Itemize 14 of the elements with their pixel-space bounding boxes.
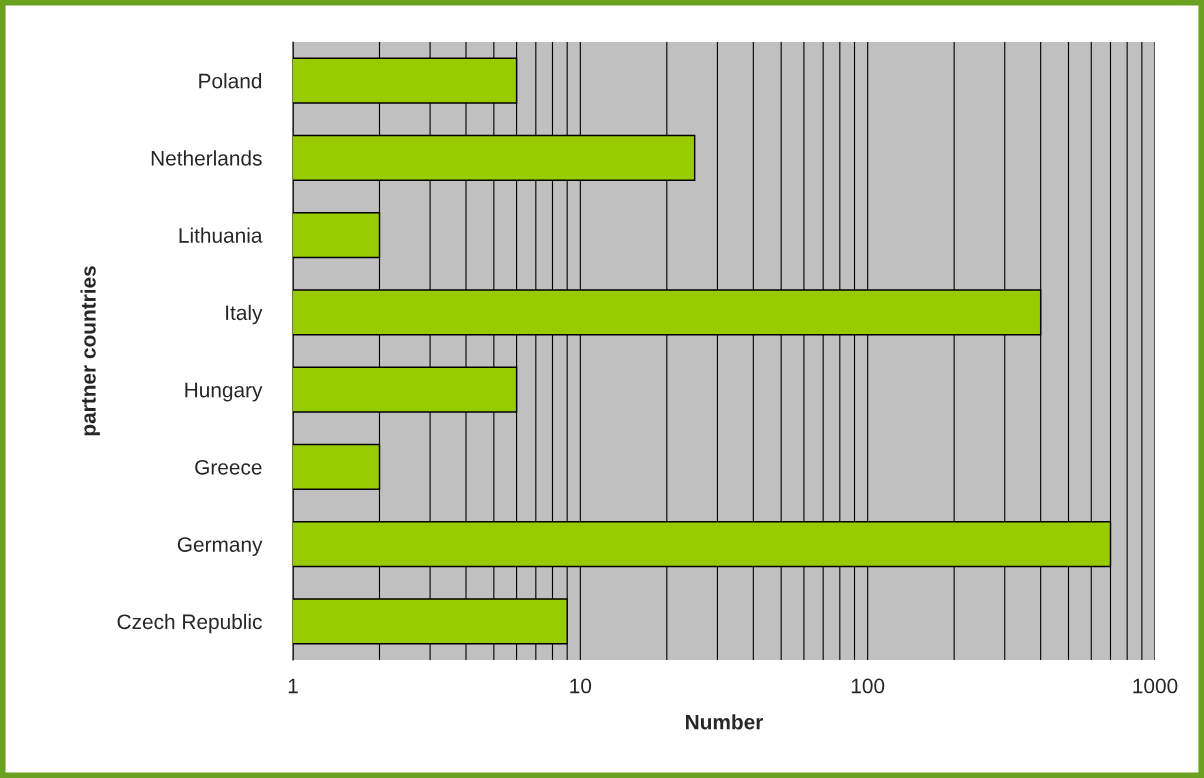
y-tick-label: Italy [226, 304, 263, 325]
y-tick-label: Czech Republic [117, 613, 262, 634]
y-tick-label: Netherlands [151, 150, 262, 166]
x-axis-title: Number [686, 714, 764, 730]
x-tick-label: 1 [288, 678, 298, 694]
x-tick-label: 100 [851, 678, 885, 694]
y-tick-label: Poland [199, 73, 262, 89]
x-tick-label: 1000 [1133, 678, 1178, 694]
y-tick-label: Greece [195, 459, 262, 475]
y-axis-title: partner countries [80, 266, 100, 436]
x-tick-label: 10 [570, 678, 592, 694]
y-tick-label: Hungary [185, 382, 263, 402]
y-tick-label: Lithuania [179, 227, 263, 243]
y-tick-label: Germany [177, 537, 263, 556]
